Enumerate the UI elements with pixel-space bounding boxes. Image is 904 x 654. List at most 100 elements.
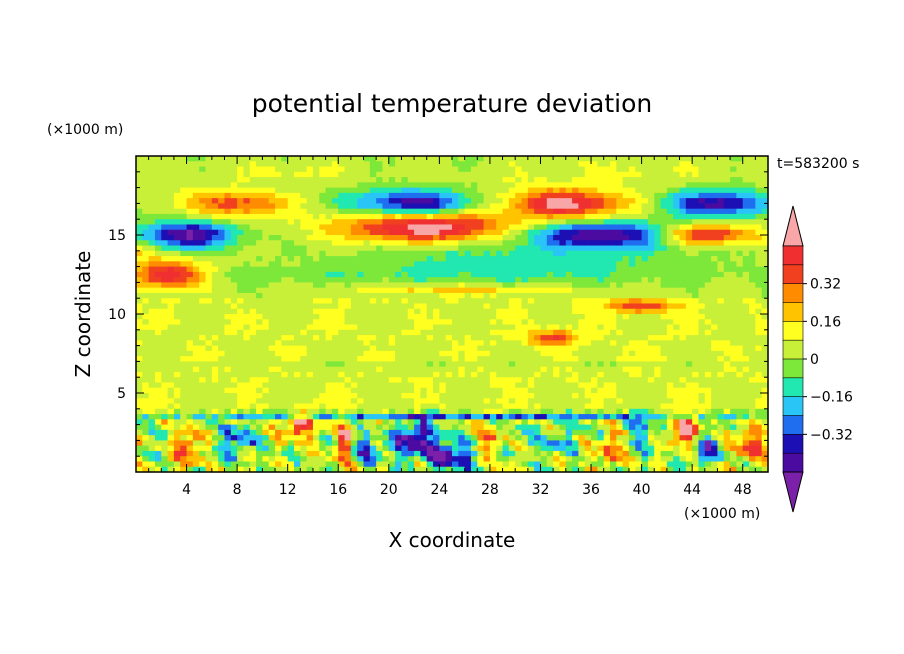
field-cell	[268, 250, 276, 257]
field-cell	[268, 213, 276, 220]
field-cell	[287, 308, 295, 315]
field-cell	[344, 271, 352, 278]
field-cell	[167, 419, 175, 426]
field-cell	[508, 308, 516, 315]
field-cell	[527, 324, 535, 331]
field-cell	[205, 303, 213, 310]
field-cell	[180, 240, 188, 247]
field-cell	[173, 261, 181, 268]
field-cell	[218, 393, 226, 399]
field-cell	[654, 292, 662, 299]
field-cell	[344, 177, 352, 183]
field-cell	[546, 277, 554, 283]
field-cell	[508, 387, 516, 394]
field-cell	[439, 366, 447, 373]
field-cell	[445, 298, 453, 305]
field-cell	[647, 456, 655, 463]
field-cell	[452, 277, 459, 283]
field-cell	[363, 435, 371, 441]
field-cell	[591, 329, 598, 336]
field-cell	[420, 187, 428, 194]
field-cell	[572, 408, 579, 415]
field-cell	[452, 156, 459, 162]
field-cell	[224, 324, 232, 331]
field-cell	[363, 356, 371, 362]
field-cell	[483, 340, 491, 347]
field-cell	[376, 208, 384, 215]
field-cell	[414, 450, 421, 457]
field-cell	[578, 287, 586, 294]
field-cell	[572, 345, 579, 352]
field-cell	[578, 177, 586, 183]
field-cell	[414, 266, 421, 273]
field-cell	[243, 319, 251, 326]
field-cell	[142, 345, 150, 352]
field-cell	[420, 250, 428, 257]
field-cell	[300, 292, 308, 299]
field-cell	[572, 382, 579, 389]
field-cell	[414, 213, 421, 220]
field-cell	[161, 208, 169, 215]
field-cell	[167, 366, 175, 373]
field-cell	[591, 192, 598, 199]
field-cell	[628, 271, 636, 278]
field-cell	[357, 219, 365, 226]
field-cell	[572, 424, 579, 431]
field-cell	[502, 435, 510, 441]
field-cell	[154, 250, 162, 257]
field-cell	[186, 292, 194, 299]
field-cell	[256, 445, 263, 452]
field-cell	[414, 403, 421, 410]
field-cell	[452, 450, 459, 457]
field-cell	[635, 166, 643, 173]
field-cell	[369, 287, 377, 294]
field-cell	[338, 308, 346, 315]
field-cell	[243, 324, 251, 331]
field-cell	[338, 277, 346, 283]
field-cell	[205, 387, 213, 394]
field-cell	[136, 377, 143, 384]
field-cell	[610, 319, 617, 326]
field-cell	[395, 393, 403, 399]
field-cell	[205, 340, 213, 347]
field-cell	[199, 303, 207, 310]
field-cell	[572, 171, 579, 178]
field-cell	[407, 466, 415, 473]
field-cell	[628, 245, 636, 252]
field-cell	[458, 282, 466, 289]
field-cell	[641, 240, 649, 247]
field-cell	[616, 261, 624, 268]
field-cell	[325, 187, 333, 194]
field-cell	[249, 345, 257, 352]
field-cell	[603, 203, 611, 210]
field-cell	[489, 450, 497, 457]
field-cell	[426, 456, 434, 463]
field-cell	[426, 282, 434, 289]
field-cell	[502, 387, 510, 394]
field-cell	[312, 435, 320, 441]
field-cell	[142, 198, 150, 204]
field-cell	[439, 203, 447, 210]
field-cell	[154, 356, 162, 362]
field-cell	[496, 345, 504, 352]
field-cell	[173, 424, 181, 431]
field-cell	[218, 277, 226, 283]
field-cell	[603, 266, 611, 273]
field-cell	[331, 435, 339, 441]
field-cell	[167, 256, 175, 262]
field-cell	[445, 393, 453, 399]
field-cell	[641, 308, 649, 315]
field-cell	[237, 419, 245, 426]
field-cell	[192, 261, 200, 268]
field-cell	[489, 208, 497, 215]
field-cell	[230, 414, 238, 420]
field-cell	[363, 287, 371, 294]
field-cell	[559, 250, 567, 257]
field-cell	[230, 256, 238, 262]
field-cell	[388, 340, 396, 347]
field-cell	[268, 156, 276, 162]
field-cell	[635, 340, 643, 347]
field-cell	[521, 450, 529, 457]
field-cell	[338, 156, 346, 162]
field-cell	[458, 177, 466, 183]
